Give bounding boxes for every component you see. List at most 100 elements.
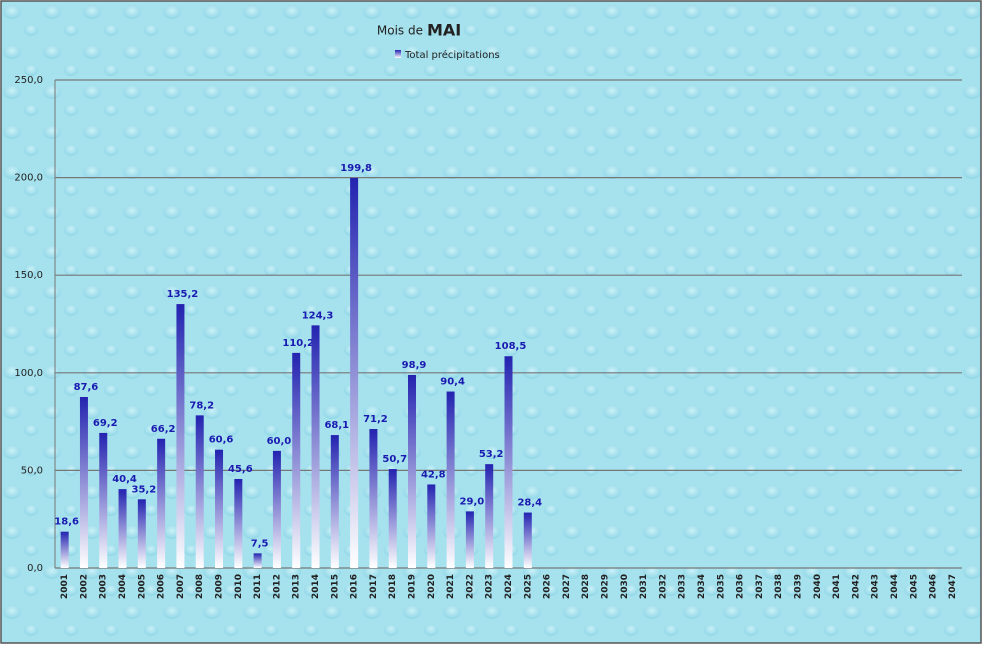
x-tick-label: 2026 [543,574,553,599]
value-label: 50,7 [382,454,407,465]
x-tick-label: 2027 [562,574,572,599]
value-label: 108,5 [495,341,527,352]
bar [253,553,262,568]
bar [234,478,243,568]
x-tick-label: 2022 [465,574,475,599]
value-label: 29,0 [460,496,485,507]
value-label: 35,2 [131,484,156,495]
value-label: 45,6 [228,464,253,475]
bar [60,531,69,568]
bar [118,489,127,568]
bar [79,397,88,568]
value-label: 68,1 [324,420,349,431]
bar [272,450,281,568]
bar [465,511,474,568]
bar [446,391,455,568]
x-tick-label: 2020 [427,574,437,599]
x-tick-label: 2006 [157,574,167,599]
x-tick-label: 2045 [909,574,919,599]
x-tick-label: 2007 [176,574,186,599]
value-label: 60,0 [267,436,292,447]
bar [215,449,224,568]
y-tick-label: 150,0 [14,270,43,281]
x-tick-label: 2023 [485,574,495,599]
x-tick-label: 2024 [504,574,514,599]
x-tick-label: 2021 [446,574,456,599]
x-tick-label: 2017 [369,574,379,599]
x-tick-label: 2016 [350,574,360,599]
value-label: 18,6 [54,517,79,528]
bar [388,469,397,568]
x-tick-label: 2009 [215,574,225,599]
x-tick-label: 2015 [330,574,340,599]
value-label: 53,2 [479,449,504,460]
x-tick-label: 2004 [118,574,128,599]
x-tick-label: 2030 [620,574,630,599]
legend-label: Total précipitations [404,49,500,61]
x-tick-label: 2001 [60,574,70,599]
x-tick-label: 2012 [272,574,282,599]
value-label: 60,6 [209,435,234,446]
x-tick-label: 2047 [948,574,958,599]
x-tick-label: 2044 [890,574,900,599]
x-tick-label: 2031 [639,574,649,599]
bar [350,177,359,568]
x-tick-label: 2040 [813,574,823,599]
value-label: 40,4 [112,474,137,485]
value-label: 7,5 [251,538,269,549]
bar [99,432,108,568]
value-label: 199,8 [340,163,372,174]
x-tick-label: 2046 [929,574,939,599]
bar [292,352,301,568]
x-tick-label: 2008 [195,574,205,599]
value-label: 69,2 [93,418,118,429]
value-label: 98,9 [402,360,427,371]
x-tick-label: 2034 [697,574,707,599]
bar [523,512,532,568]
x-tick-label: 2039 [793,574,803,599]
value-label: 66,2 [151,424,176,435]
bar [157,438,166,568]
value-label: 90,4 [440,377,465,388]
x-tick-label: 2010 [234,574,244,599]
x-tick-label: 2002 [79,574,89,599]
value-label: 42,8 [421,469,446,480]
x-tick-label: 2011 [253,574,263,599]
x-tick-label: 2041 [832,574,842,599]
x-tick-label: 2036 [736,574,746,599]
legend-swatch [395,50,401,58]
bar [311,325,320,568]
y-tick-label: 50,0 [21,465,43,476]
y-tick-label: 250,0 [14,75,43,86]
x-tick-label: 2019 [408,574,418,599]
x-tick-label: 2003 [99,574,109,599]
x-tick-label: 2043 [871,574,881,599]
y-tick-label: 100,0 [14,368,43,379]
x-tick-label: 2018 [388,574,398,599]
x-tick-label: 2032 [658,574,668,599]
bar [369,429,378,568]
bar [330,435,339,568]
x-tick-label: 2013 [292,574,302,599]
bar [485,464,494,568]
x-tick-label: 2029 [600,574,610,599]
x-tick-label: 2028 [581,574,591,599]
value-label: 135,2 [167,289,199,300]
value-label: 78,2 [189,400,214,411]
bar [137,499,146,568]
bar [176,304,185,568]
x-tick-label: 2025 [523,574,533,599]
value-label: 87,6 [74,382,99,393]
value-label: 71,2 [363,414,388,425]
x-tick-label: 2033 [678,574,688,599]
chart-title-prefix: Mois de [377,24,423,38]
y-tick-label: 200,0 [14,173,43,184]
x-tick-label: 2038 [774,574,784,599]
x-tick-label: 2014 [311,574,321,599]
x-tick-label: 2042 [851,574,861,599]
value-label: 124,3 [302,310,334,321]
x-tick-label: 2035 [716,574,726,599]
x-tick-label: 2037 [755,574,765,599]
x-tick-label: 2005 [137,574,147,599]
